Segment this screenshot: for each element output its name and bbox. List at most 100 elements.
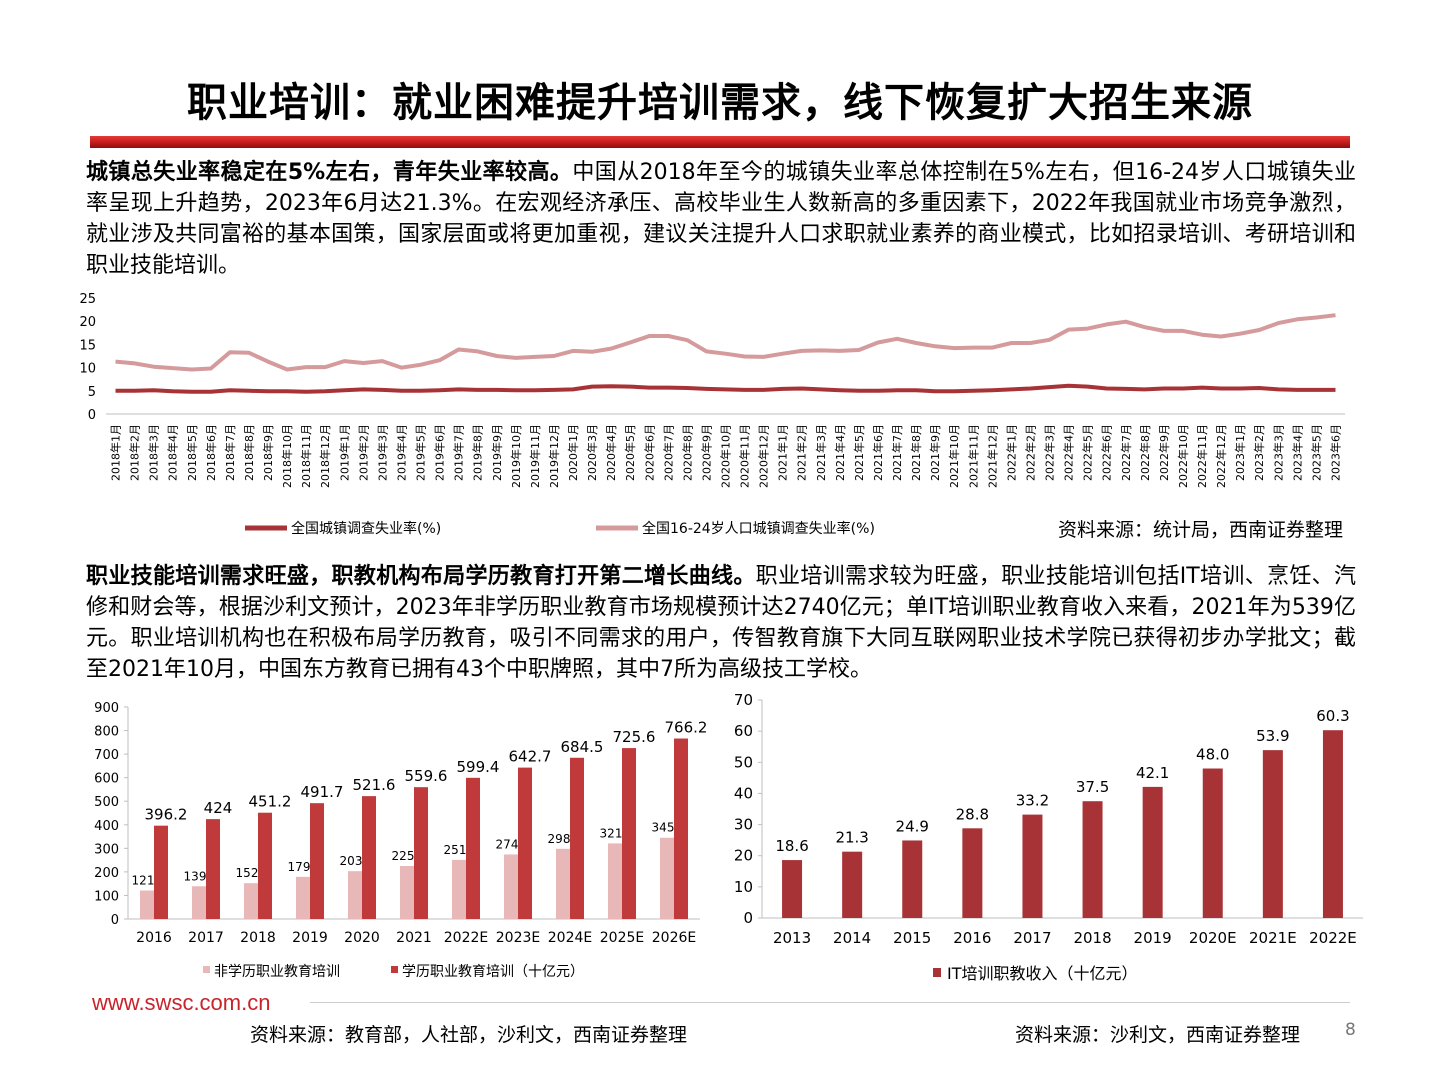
line-chart-x-tick: 2021年12月 <box>985 424 999 488</box>
it-chart-data-label: 18.6 <box>775 837 808 855</box>
vocational-legend-swatch <box>391 966 398 973</box>
line-chart-x-tick: 2019年6月 <box>433 424 447 481</box>
vocational-chart-bar-non-degree <box>608 843 622 919</box>
it-legend-label: IT培训职教收入（十亿元） <box>947 964 1138 983</box>
line-chart-x-tick: 2019年1月 <box>337 424 351 481</box>
line-chart-x-tick: 2023年2月 <box>1252 424 1266 481</box>
line-chart-y-tick: 25 <box>79 292 96 307</box>
it-chart-bar <box>1142 786 1163 918</box>
vocational-legend-label: 非学历职业教育培训 <box>214 964 340 980</box>
line-chart-x-tick: 2021年11月 <box>966 424 980 488</box>
line-chart-x-tick: 2018年9月 <box>261 424 275 481</box>
vocational-chart-y-tick: 900 <box>94 701 119 716</box>
it-chart-bar <box>1202 768 1223 918</box>
vocational-chart-y-tick: 200 <box>94 866 119 881</box>
line-chart-y-tick: 5 <box>88 385 96 400</box>
paragraph-unemployment-body: 中国从2018年至今的城镇失业率总体控制在5%左右，但16-24岁人口城镇失业率… <box>86 160 1356 278</box>
line-chart-x-tick: 2019年11月 <box>528 424 542 488</box>
it-chart-y-tick: 50 <box>734 753 753 771</box>
line-chart-x-tick: 2018年10月 <box>280 424 294 488</box>
vocational-chart-bar-degree <box>622 748 636 919</box>
footer-divider <box>310 1002 1350 1003</box>
vocational-chart-category: 2021 <box>396 930 432 946</box>
it-chart-data-label: 60.3 <box>1316 707 1349 725</box>
it-chart-bar <box>1022 814 1043 918</box>
line-chart-x-tick: 2018年7月 <box>223 424 237 481</box>
vocational-chart-data-label: 684.5 <box>561 738 604 756</box>
line-chart-x-tick: 2020年5月 <box>623 424 637 481</box>
vocational-chart-y-tick: 0 <box>111 913 119 928</box>
line-chart-x-tick: 2019年7月 <box>452 424 466 481</box>
it-chart-category: 2021E <box>1249 929 1297 947</box>
line-chart-x-tick: 2021年7月 <box>890 424 904 481</box>
line-chart-x-tick: 2022年1月 <box>1004 424 1018 481</box>
vocational-chart-data-label: 424 <box>204 799 233 817</box>
vocational-chart-bar-non-degree <box>192 886 206 919</box>
vocational-chart-bar-non-degree <box>660 837 674 919</box>
line-chart-x-tick: 2018年1月 <box>109 424 123 481</box>
vocational-chart-y-tick: 800 <box>94 725 119 740</box>
paragraph-vocational-lead: 职业技能培训需求旺盛，职教机构布局学历教育打开第二增长曲线。 <box>86 564 756 589</box>
line-chart-x-tick: 2019年3月 <box>375 424 389 481</box>
vocational-chart-category: 2024E <box>548 930 592 946</box>
line-chart-x-tick: 2023年1月 <box>1233 424 1247 481</box>
vocational-chart-data-label: 599.4 <box>457 758 500 776</box>
it-chart-data-label: 33.2 <box>1016 792 1049 810</box>
it-chart-category: 2015 <box>893 929 931 947</box>
line-chart-x-tick: 2022年3月 <box>1043 424 1057 481</box>
vocational-chart-category: 2016 <box>136 930 172 946</box>
paragraph-unemployment-lead: 城镇总失业率稳定在5%左右，青年失业率较高。 <box>86 160 573 185</box>
line-chart-x-tick: 2020年6月 <box>642 424 656 481</box>
line-chart-x-tick: 2018年5月 <box>185 424 199 481</box>
it-chart-bar <box>962 828 983 918</box>
it-chart-category: 2013 <box>773 929 811 947</box>
line-chart-x-tick: 2023年6月 <box>1328 424 1342 481</box>
paragraph-vocational: 职业技能培训需求旺盛，职教机构布局学历教育打开第二增长曲线。职业培训需求较为旺盛… <box>86 561 1356 685</box>
line-chart-x-tick: 2022年7月 <box>1119 424 1133 481</box>
line-chart-x-tick: 2018年4月 <box>166 424 180 481</box>
vocational-chart-data-label: 725.6 <box>613 728 656 746</box>
line-chart-x-tick: 2022年10月 <box>1176 424 1190 488</box>
vocational-chart-data-label: 451.2 <box>249 793 292 811</box>
it-chart-bar <box>1262 750 1283 918</box>
it-chart-bar <box>902 840 923 918</box>
line-chart-x-tick: 2021年5月 <box>852 424 866 481</box>
it-chart-category: 2020E <box>1189 929 1237 947</box>
line-chart-x-tick: 2019年12月 <box>547 424 561 488</box>
vocational-chart-bar-degree <box>206 819 220 919</box>
line-chart-x-tick: 2020年11月 <box>738 424 752 488</box>
vocational-chart-bar-non-degree <box>400 866 414 919</box>
vocational-chart-bar-degree <box>414 787 428 919</box>
vocational-legend-label: 学历职业教育培训（十亿元） <box>402 964 584 980</box>
it-chart-data-label: 37.5 <box>1076 778 1109 796</box>
it-chart-data-label: 42.1 <box>1136 764 1169 782</box>
vocational-chart-y-tick: 300 <box>94 842 119 857</box>
page-number: 8 <box>1345 1020 1356 1040</box>
vocational-chart-data-label: 203 <box>340 854 363 868</box>
vocational-legend-swatch <box>203 966 210 973</box>
vocational-chart-data-label: 521.6 <box>353 776 396 794</box>
line-chart-x-tick: 2023年5月 <box>1309 424 1323 481</box>
it-chart-bar <box>842 851 863 918</box>
line-chart-y-tick: 0 <box>88 408 96 423</box>
line-chart-x-tick: 2021年10月 <box>947 424 961 488</box>
vocational-chart-data-label: 298 <box>548 832 571 846</box>
it-chart-category: 2014 <box>833 929 871 947</box>
line-chart-x-tick: 2019年5月 <box>414 424 428 481</box>
paragraph-vocational-body: 职业培训需求较为旺盛，职业技能培训包括IT培训、烹饪、汽修和财会等，根据沙利文预… <box>86 564 1356 682</box>
vocational-chart-category: 2019 <box>292 930 328 946</box>
vocational-chart-bar-degree <box>518 767 532 919</box>
vocational-chart-data-label: 274 <box>496 837 519 851</box>
vocational-chart-data-label: 491.7 <box>301 783 344 801</box>
source-note-vocational: 资料来源：教育部，人社部，沙利文，西南证券整理 <box>250 1024 688 1046</box>
vocational-chart-y-tick: 600 <box>94 772 119 787</box>
it-chart-y-tick: 20 <box>734 847 753 865</box>
vocational-chart-data-label: 396.2 <box>145 806 188 824</box>
vocational-chart-category: 2017 <box>188 930 224 946</box>
line-chart-x-tick: 2020年3月 <box>585 424 599 481</box>
page-title: 职业培训：就业困难提升培训需求，线下恢复扩大招生来源 <box>187 80 1253 126</box>
line-chart-x-tick: 2018年8月 <box>242 424 256 481</box>
line-chart-x-tick: 2019年10月 <box>509 424 523 488</box>
line-chart-x-tick: 2021年6月 <box>871 424 885 481</box>
line-chart-x-tick: 2019年8月 <box>471 424 485 481</box>
